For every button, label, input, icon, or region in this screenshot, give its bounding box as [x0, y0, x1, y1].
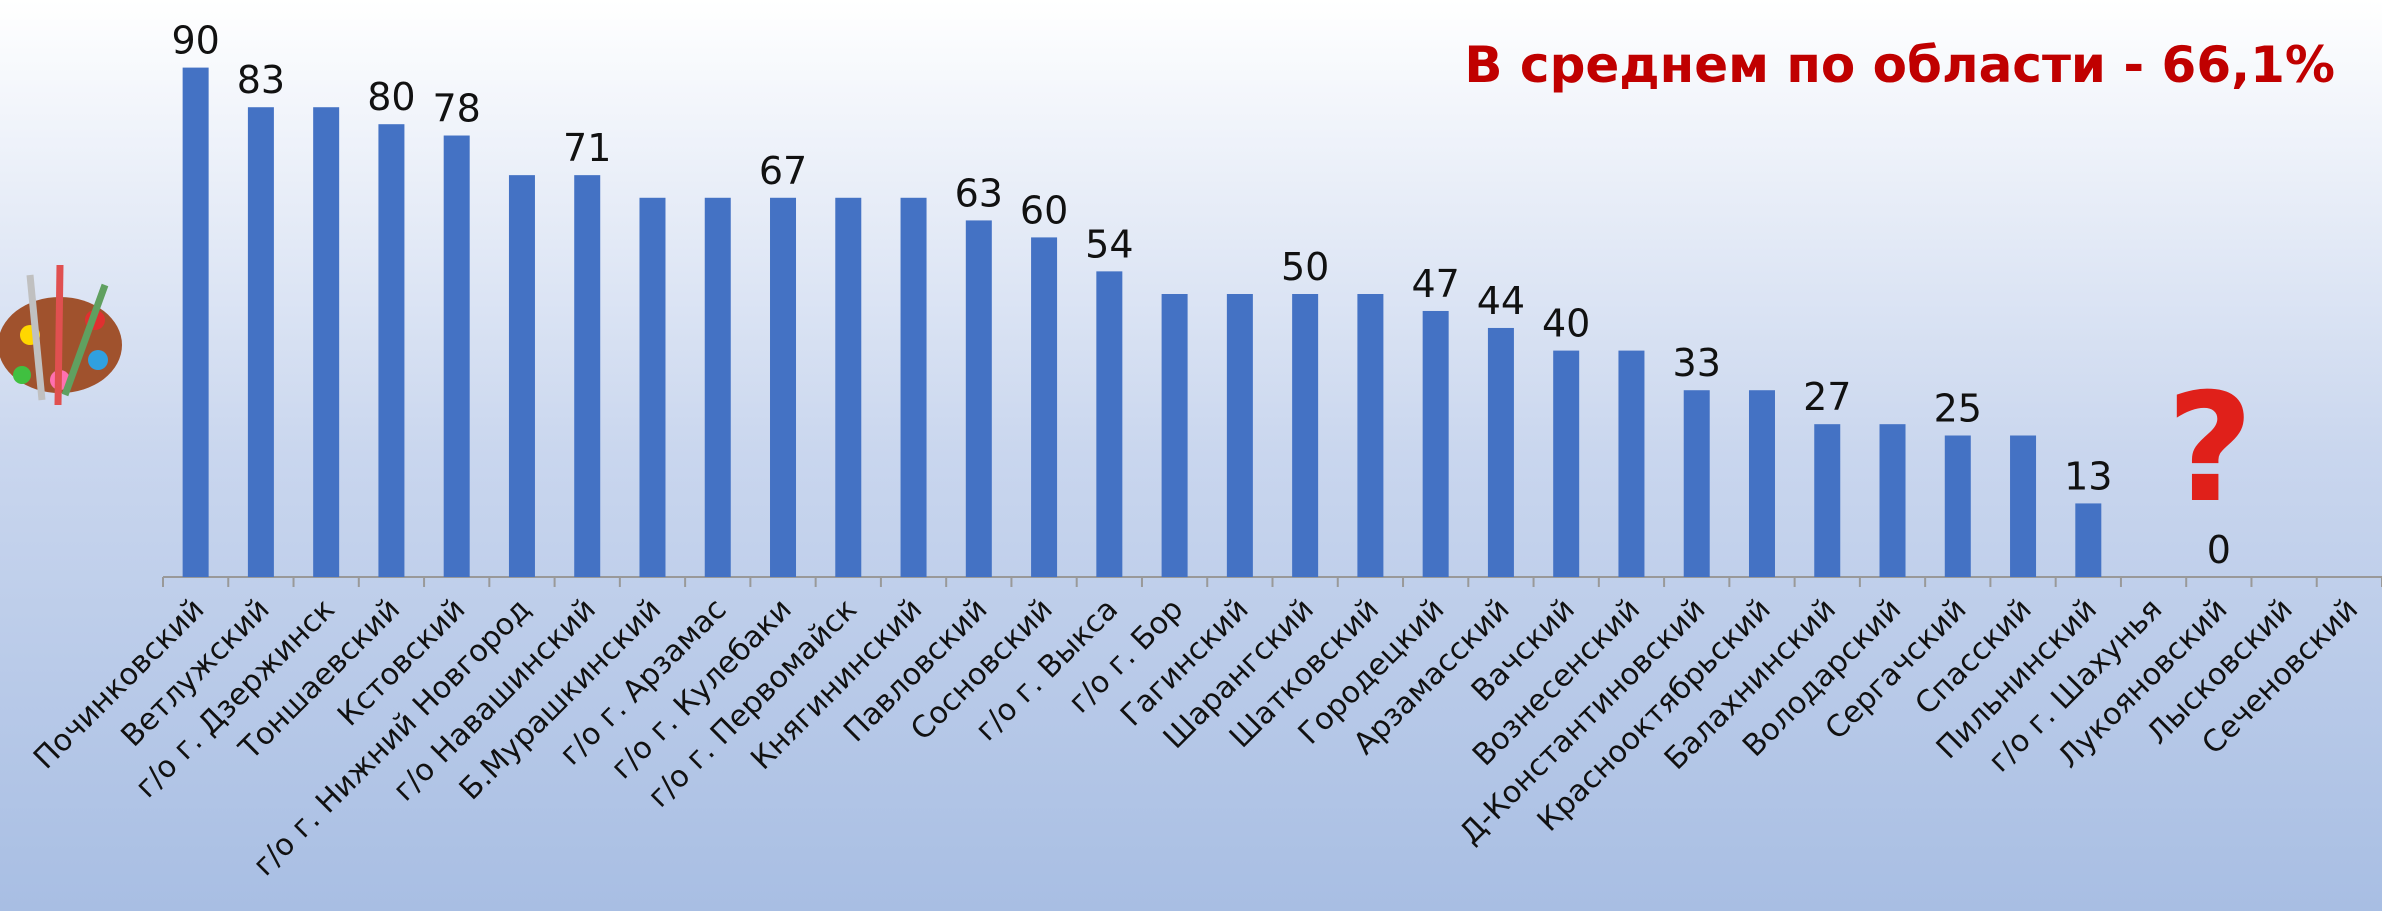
- value-label: 33: [1673, 341, 1721, 385]
- value-label: 0: [2207, 528, 2231, 572]
- bar: [443, 135, 470, 577]
- bar: [1357, 294, 1384, 577]
- bar: [1553, 350, 1580, 577]
- bar: [182, 67, 209, 577]
- value-label: 27: [1803, 375, 1851, 419]
- value-label: 47: [1411, 262, 1459, 306]
- value-label: 50: [1281, 245, 1329, 289]
- bar: [2075, 503, 2102, 577]
- bar: [1292, 294, 1319, 577]
- annotation: ?: [2166, 362, 2253, 536]
- bar: [1748, 390, 1775, 577]
- bar: [247, 107, 274, 577]
- value-label: 80: [367, 75, 415, 119]
- bar: [378, 124, 405, 577]
- bar: [1618, 350, 1645, 577]
- value-label: 13: [2064, 454, 2112, 498]
- bar: [835, 197, 862, 577]
- bar: [1944, 435, 1971, 577]
- bar: [1422, 310, 1449, 577]
- value-label: 54: [1085, 222, 1133, 266]
- value-label: 40: [1542, 302, 1590, 346]
- bar: [1161, 294, 1188, 577]
- bar: [1814, 424, 1841, 577]
- bar: [770, 197, 797, 577]
- bar: [1031, 237, 1058, 577]
- value-label: 67: [759, 149, 807, 193]
- bar: [574, 175, 601, 577]
- bar: [1096, 271, 1123, 577]
- palette-icon: [0, 264, 122, 406]
- bar: [704, 197, 731, 577]
- bar: [965, 220, 992, 578]
- value-label: 63: [955, 171, 1003, 215]
- chart-title: В среднем по области - 66,1%: [1464, 36, 2335, 94]
- value-label: 60: [1020, 188, 1068, 232]
- bar: [508, 175, 535, 577]
- bar: [313, 107, 340, 577]
- value-label: 78: [433, 87, 481, 131]
- value-label: 25: [1934, 387, 1982, 431]
- bar: [900, 197, 927, 577]
- bar: [2010, 435, 2037, 577]
- bar: [1879, 424, 1906, 577]
- value-label: 71: [563, 126, 611, 170]
- bar: [1683, 390, 1710, 577]
- value-label: 90: [171, 19, 219, 63]
- bar: [1226, 294, 1253, 577]
- value-label: 44: [1477, 279, 1525, 323]
- value-label: 83: [237, 58, 285, 102]
- bar: [1487, 327, 1514, 577]
- bar: [639, 197, 666, 577]
